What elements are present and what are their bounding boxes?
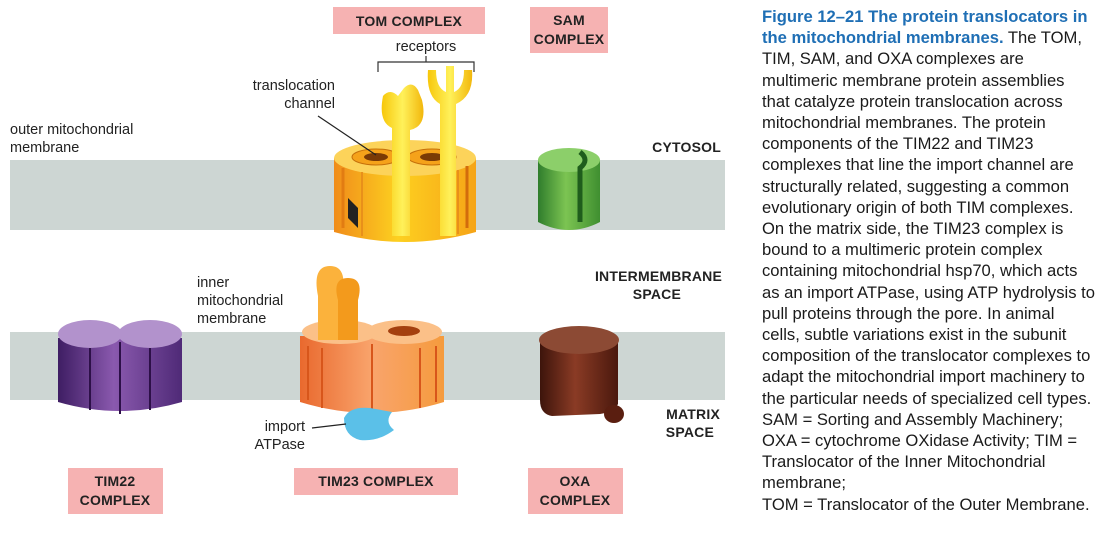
tim22-label-2: COMPLEX (80, 492, 151, 508)
translocation-pointer (317, 115, 377, 156)
tim23-tethers (316, 266, 360, 340)
oxa-label-box (528, 468, 623, 514)
oxa-label-1: OXA (560, 473, 591, 489)
tim23-label: TIM23 COMPLEX (318, 473, 434, 489)
receptors-bracket (377, 56, 475, 72)
matrix-label-1: MATRIX (666, 406, 720, 422)
matrix-label-2: SPACE (666, 424, 714, 440)
import-label-1: import (265, 419, 305, 435)
sam-label-box (530, 7, 608, 53)
outer-membrane-label-2: membrane (10, 140, 79, 156)
caption-title: Figure 12–21 The protein translocators i… (762, 7, 1088, 48)
import-atpase (344, 407, 394, 441)
atpase-pointer (311, 423, 347, 429)
receptors-label: receptors (396, 39, 456, 55)
translocation-label-1: translocation (253, 78, 335, 94)
translocator-diagram: TOM COMPLEX SAM COMPLEX receptors transl… (10, 7, 725, 514)
sam-complex (538, 148, 600, 230)
tom-label-box (333, 7, 485, 34)
inner-membrane-label-2: mitochondrial (197, 293, 283, 309)
translocation-label-2: channel (284, 96, 335, 112)
tim22-label-1: TIM22 (95, 473, 136, 489)
caption-body: The TOM, TIM, SAM, and OXA complexes are… (762, 28, 1095, 514)
tom-complex-label: TOM COMPLEX (356, 13, 463, 29)
sam-complex-label-2: COMPLEX (534, 31, 605, 47)
sam-complex-label-1: SAM (553, 12, 585, 28)
outer-membrane-label-1: outer mitochondrial (10, 122, 133, 138)
cytosol-label: CYTOSOL (652, 139, 721, 155)
oxa-complex (539, 326, 624, 423)
tim22-complex (58, 320, 182, 414)
intermembrane-label-2: SPACE (633, 286, 681, 302)
tim23-label-box (294, 468, 458, 495)
inner-membrane-label-3: membrane (197, 311, 266, 327)
import-label-2: ATPase (254, 437, 305, 453)
tom-receptors (381, 66, 473, 236)
inner-membrane-label-1: inner (197, 275, 229, 291)
oxa-label-2: COMPLEX (540, 492, 611, 508)
figure-caption: Figure 12–21 The protein translocators i… (762, 6, 1096, 515)
tim22-label-box (68, 468, 163, 514)
intermembrane-label-1: INTERMEMBRANE (595, 268, 722, 284)
